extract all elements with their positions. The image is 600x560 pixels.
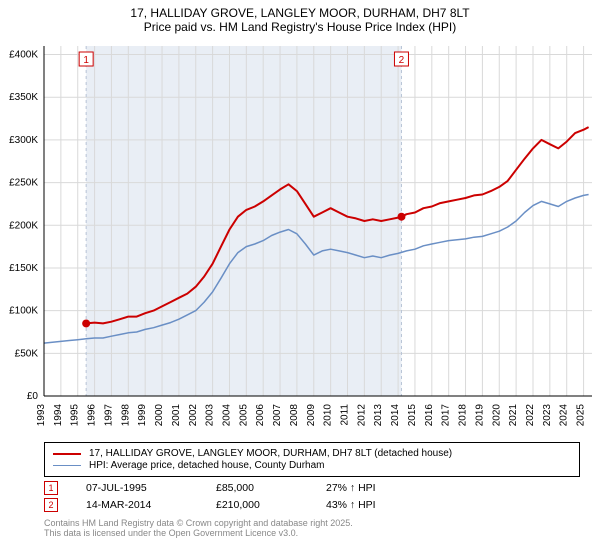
marker-row: 1 07-JUL-1995 £85,000 27% ↑ HPI: [44, 481, 580, 495]
svg-text:2000: 2000: [154, 404, 165, 427]
svg-text:2025: 2025: [576, 404, 587, 427]
svg-text:£350K: £350K: [9, 92, 38, 103]
svg-text:2013: 2013: [373, 404, 384, 427]
legend-item-hpi: HPI: Average price, detached house, Coun…: [53, 460, 571, 471]
svg-text:£150K: £150K: [9, 263, 38, 274]
legend-swatch: [53, 465, 81, 466]
svg-text:2017: 2017: [441, 404, 452, 427]
marker-badge: 2: [44, 498, 58, 512]
svg-text:2015: 2015: [407, 404, 418, 427]
svg-text:£400K: £400K: [9, 50, 38, 61]
legend-item-property: 17, HALLIDAY GROVE, LANGLEY MOOR, DURHAM…: [53, 448, 571, 459]
svg-text:1993: 1993: [36, 404, 47, 427]
svg-text:1997: 1997: [103, 404, 114, 427]
svg-text:2019: 2019: [474, 404, 485, 427]
svg-text:£300K: £300K: [9, 135, 38, 146]
svg-text:2014: 2014: [390, 404, 401, 427]
marker-price: £85,000: [216, 482, 326, 494]
marker-hpi: 27% ↑ HPI: [326, 482, 376, 494]
footer-copyright: Contains HM Land Registry data © Crown c…: [44, 518, 580, 528]
svg-text:£50K: £50K: [15, 348, 39, 359]
svg-text:1995: 1995: [70, 404, 81, 427]
svg-text:2004: 2004: [221, 404, 232, 427]
svg-text:£250K: £250K: [9, 178, 38, 189]
legend-swatch: [53, 453, 81, 455]
footer-licence: This data is licensed under the Open Gov…: [44, 528, 580, 538]
svg-text:2020: 2020: [491, 404, 502, 427]
legend: 17, HALLIDAY GROVE, LANGLEY MOOR, DURHAM…: [44, 442, 580, 477]
svg-text:2002: 2002: [188, 404, 199, 427]
svg-text:2001: 2001: [171, 404, 182, 427]
marker-date: 14-MAR-2014: [86, 499, 216, 511]
marker-price: £210,000: [216, 499, 326, 511]
legend-label: HPI: Average price, detached house, Coun…: [89, 460, 325, 471]
title-address: 17, HALLIDAY GROVE, LANGLEY MOOR, DURHAM…: [0, 6, 600, 20]
chart-title: 17, HALLIDAY GROVE, LANGLEY MOOR, DURHAM…: [0, 0, 600, 36]
marker-table: 1 07-JUL-1995 £85,000 27% ↑ HPI 2 14-MAR…: [44, 481, 580, 512]
svg-text:2005: 2005: [238, 404, 249, 427]
svg-text:1999: 1999: [137, 404, 148, 427]
marker-date: 07-JUL-1995: [86, 482, 216, 494]
title-subtitle: Price paid vs. HM Land Registry's House …: [0, 20, 600, 34]
svg-text:2003: 2003: [205, 404, 216, 427]
marker-hpi: 43% ↑ HPI: [326, 499, 376, 511]
marker-badge: 1: [44, 481, 58, 495]
svg-text:1996: 1996: [87, 404, 98, 427]
svg-text:2009: 2009: [306, 404, 317, 427]
svg-text:2022: 2022: [525, 404, 536, 427]
footer: Contains HM Land Registry data © Crown c…: [44, 518, 580, 538]
svg-text:2006: 2006: [255, 404, 266, 427]
legend-label: 17, HALLIDAY GROVE, LANGLEY MOOR, DURHAM…: [89, 448, 452, 459]
svg-text:1: 1: [83, 55, 89, 66]
svg-text:2010: 2010: [323, 404, 334, 427]
svg-text:2011: 2011: [340, 404, 351, 426]
svg-text:2023: 2023: [542, 404, 553, 427]
svg-text:2012: 2012: [356, 404, 367, 427]
svg-text:1994: 1994: [53, 404, 64, 427]
svg-text:£100K: £100K: [9, 306, 38, 317]
svg-text:2008: 2008: [289, 404, 300, 427]
svg-text:2016: 2016: [424, 404, 435, 427]
line-chart: £0 £50K £100K £150K £200K £250K £300K £350K £400…: [0, 36, 600, 436]
svg-text:2018: 2018: [458, 404, 469, 427]
svg-text:2024: 2024: [559, 404, 570, 427]
svg-text:2021: 2021: [508, 404, 519, 427]
svg-text:1998: 1998: [120, 404, 131, 427]
chart-area: £0 £50K £100K £150K £200K £250K £300K £350K £400…: [0, 36, 600, 436]
svg-text:2: 2: [399, 55, 405, 66]
svg-text:2007: 2007: [272, 404, 283, 427]
marker-row: 2 14-MAR-2014 £210,000 43% ↑ HPI: [44, 498, 580, 512]
svg-text:£200K: £200K: [9, 220, 38, 231]
svg-text:£0: £0: [27, 391, 39, 402]
